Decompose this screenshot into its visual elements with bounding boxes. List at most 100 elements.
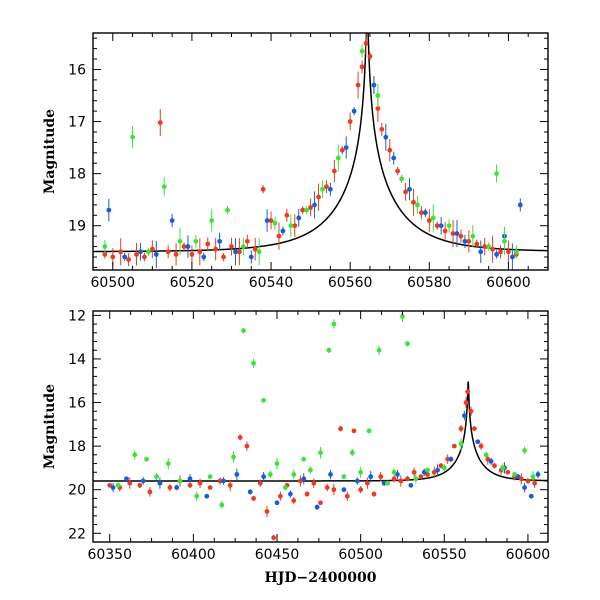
data-point bbox=[301, 456, 307, 462]
data-point bbox=[446, 223, 452, 229]
data-point bbox=[187, 482, 193, 488]
data-point bbox=[124, 476, 129, 482]
y-tick-label: 18 bbox=[68, 439, 86, 455]
data-point bbox=[405, 341, 410, 347]
data-point bbox=[458, 441, 464, 447]
data-point bbox=[408, 482, 414, 488]
data-point bbox=[292, 223, 298, 229]
x-tick-label: 60450 bbox=[255, 547, 300, 563]
data-point bbox=[217, 478, 223, 484]
data-point bbox=[213, 246, 219, 252]
data-point bbox=[359, 48, 365, 54]
data-point bbox=[331, 321, 337, 327]
data-point bbox=[405, 476, 410, 482]
data-point bbox=[264, 509, 270, 514]
data-point bbox=[391, 476, 397, 482]
x-tick-label: 60600 bbox=[486, 275, 531, 291]
data-point bbox=[454, 231, 460, 236]
data-point bbox=[522, 448, 527, 453]
x-tick-label: 60540 bbox=[249, 275, 294, 291]
data-point bbox=[400, 314, 405, 319]
data-point bbox=[450, 231, 456, 236]
data-point bbox=[311, 480, 317, 486]
data-point bbox=[435, 467, 440, 473]
data-point bbox=[194, 493, 200, 499]
data-point bbox=[367, 54, 373, 59]
data-point bbox=[177, 238, 183, 244]
y-axis-label: Magnitude bbox=[42, 384, 58, 469]
data-point bbox=[312, 202, 317, 208]
data-point bbox=[257, 480, 263, 486]
data-point bbox=[300, 207, 306, 213]
data-point bbox=[157, 480, 163, 486]
data-point bbox=[475, 439, 481, 445]
y-tick-label: 19 bbox=[68, 219, 86, 235]
data-point bbox=[438, 223, 444, 229]
data-point bbox=[512, 472, 517, 477]
data-point bbox=[517, 202, 523, 208]
data-point bbox=[378, 474, 384, 480]
data-point bbox=[364, 480, 370, 486]
data-point bbox=[251, 496, 256, 501]
data-point bbox=[118, 249, 124, 255]
data-point bbox=[261, 474, 267, 480]
data-point bbox=[434, 223, 440, 229]
data-point bbox=[204, 493, 210, 499]
data-point bbox=[343, 145, 349, 150]
y-tick-label: 12 bbox=[68, 308, 86, 324]
data-point bbox=[320, 186, 325, 192]
data-point bbox=[371, 491, 377, 497]
data-point bbox=[425, 467, 430, 473]
data-point bbox=[244, 238, 250, 244]
data-point bbox=[328, 472, 333, 477]
x-tick-label: 60500 bbox=[338, 547, 383, 563]
data-point bbox=[528, 493, 534, 499]
data-point bbox=[338, 426, 343, 432]
data-point bbox=[458, 426, 464, 432]
data-point bbox=[110, 254, 116, 260]
data-point bbox=[308, 205, 314, 210]
data-point bbox=[267, 472, 273, 477]
data-point bbox=[282, 485, 288, 490]
y-tick-label: 22 bbox=[68, 526, 86, 542]
top-panel: 60500 60520 60540 60560 60580 60600 16 17 18 19 Ma… bbox=[42, 32, 549, 291]
data-point bbox=[165, 461, 171, 466]
data-point bbox=[525, 478, 531, 484]
data-point bbox=[144, 456, 149, 462]
model-curve bbox=[93, 33, 548, 253]
data-point bbox=[276, 233, 282, 239]
data-point bbox=[413, 476, 419, 482]
data-point bbox=[341, 474, 347, 480]
data-point bbox=[147, 489, 153, 495]
data-point bbox=[181, 244, 187, 249]
data-point bbox=[318, 500, 323, 506]
data-point bbox=[261, 397, 267, 403]
data-point bbox=[110, 485, 116, 490]
data-point bbox=[142, 254, 147, 260]
data-point bbox=[335, 155, 341, 161]
data-point bbox=[272, 220, 278, 226]
data-point bbox=[231, 454, 236, 460]
data-point bbox=[368, 474, 374, 480]
data-point bbox=[442, 228, 448, 234]
data-point bbox=[236, 249, 242, 255]
data-point bbox=[193, 238, 199, 244]
data-point bbox=[470, 233, 476, 239]
data-point bbox=[251, 360, 256, 366]
data-point bbox=[349, 450, 355, 456]
data-point bbox=[381, 480, 387, 486]
data-point bbox=[169, 218, 175, 223]
data-point bbox=[260, 186, 266, 192]
y-tick-label: 17 bbox=[68, 115, 86, 131]
data-point bbox=[398, 478, 404, 484]
data-point bbox=[482, 244, 488, 249]
model-curve bbox=[93, 381, 548, 482]
bottom-panel: 60350 60400 60450 60500 60550 60600 12 14 16 18 20… bbox=[42, 308, 550, 586]
data-point bbox=[387, 147, 393, 153]
data-point bbox=[383, 134, 389, 140]
data-point bbox=[189, 251, 195, 257]
data-point bbox=[288, 223, 294, 229]
data-point bbox=[201, 254, 207, 260]
data-point bbox=[314, 504, 320, 510]
data-point bbox=[185, 244, 191, 249]
